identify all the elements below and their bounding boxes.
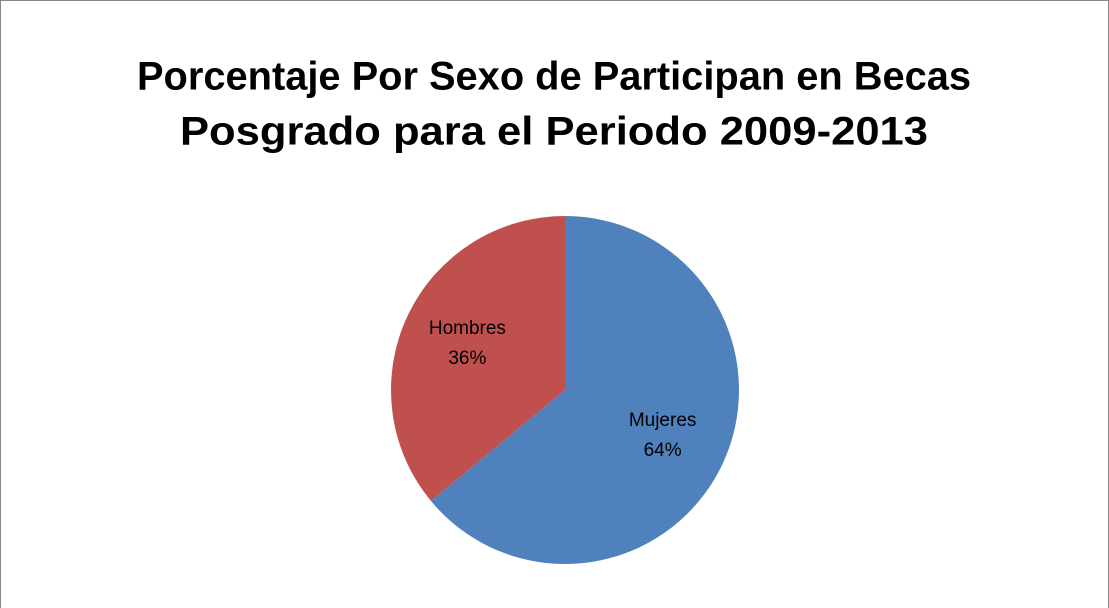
pie-slice: [430, 216, 740, 564]
slice-value-label: 64%: [644, 440, 682, 461]
chart-title: Porcentaje Por Sexo de Participan en Bec…: [137, 55, 971, 99]
chart-title: Posgrado para el Periodo 2009-2013: [180, 110, 928, 154]
pie-slice: [391, 216, 565, 501]
slice-label: Hombres: [429, 318, 506, 339]
slice-value-label: 36%: [448, 348, 486, 369]
slice-label: Mujeres: [629, 410, 697, 431]
